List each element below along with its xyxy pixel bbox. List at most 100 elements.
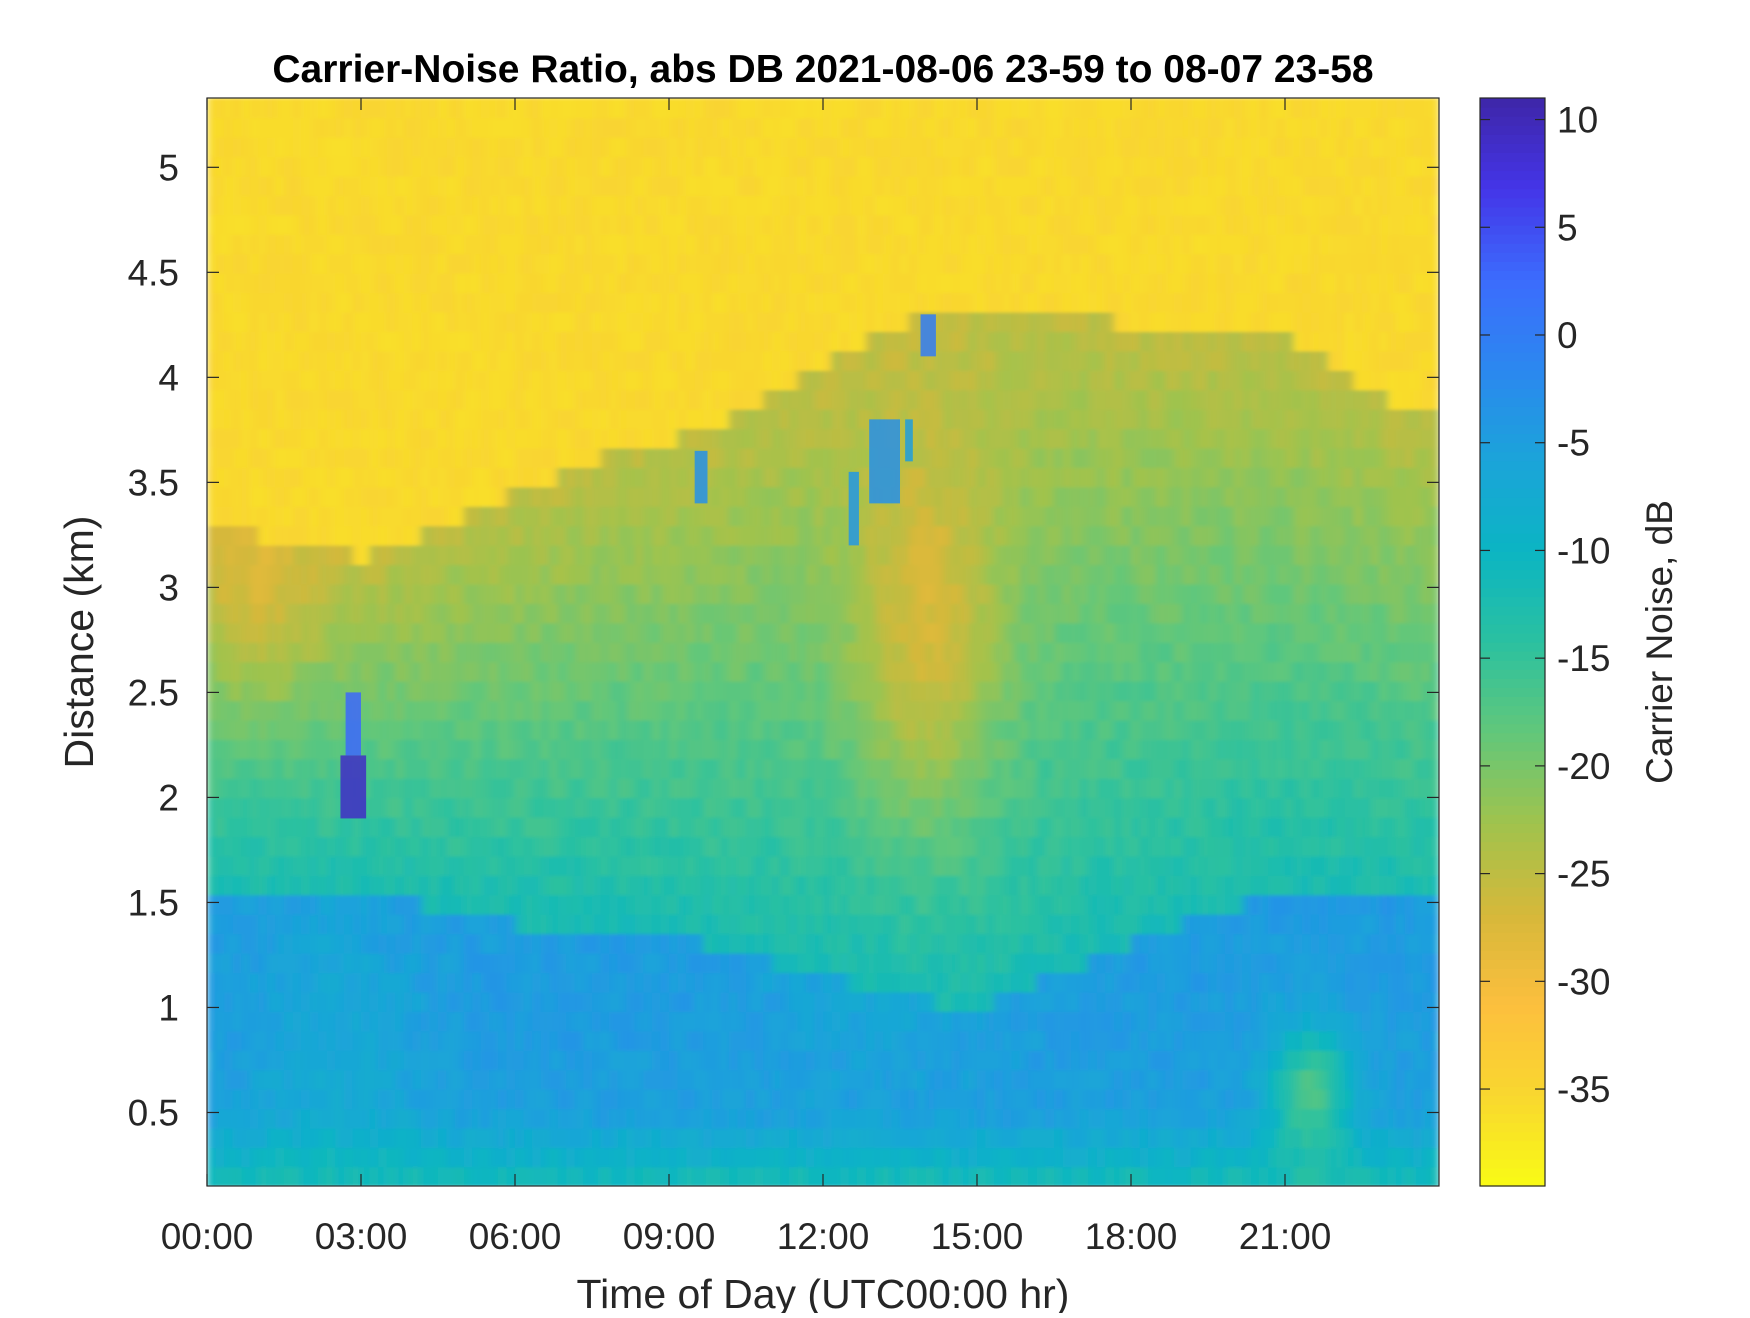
heatmap-cell: [369, 1011, 379, 1032]
heatmap-cell: [728, 680, 739, 702]
heatmap-cell: [292, 564, 302, 585]
heatmap-cell: [686, 816, 696, 838]
heatmap-cell: [934, 525, 944, 546]
heatmap-cell: [241, 525, 251, 546]
heatmap-cell: [823, 739, 833, 760]
heatmap-cell: [592, 583, 602, 604]
heatmap-cell: [720, 778, 730, 799]
heatmap-cell: [395, 1108, 405, 1129]
heatmap-cell: [301, 272, 311, 294]
heatmap-cell: [942, 234, 953, 255]
heatmap-cell: [258, 272, 268, 294]
heatmap-cell: [207, 836, 217, 857]
heatmap-cell: [506, 506, 516, 527]
heatmap-cell: [840, 661, 850, 682]
heatmap-cell: [292, 447, 302, 468]
heatmap-cell: [549, 1108, 559, 1129]
heatmap-cell: [609, 991, 619, 1012]
heatmap-cell: [617, 389, 628, 410]
heatmap-cell: [942, 894, 953, 915]
heatmap-cell: [737, 680, 747, 702]
heatmap-cell: [207, 583, 217, 604]
heatmap-cell: [686, 1127, 696, 1148]
heatmap-cell: [643, 195, 653, 216]
heatmap-cell: [309, 136, 320, 158]
heatmap-cell: [874, 583, 884, 604]
heatmap-cell: [446, 933, 456, 954]
heatmap-cell: [925, 272, 936, 294]
heatmap-cell: [301, 894, 311, 915]
heatmap-cell: [506, 564, 516, 585]
heatmap-cell: [848, 331, 859, 352]
heatmap-cell: [831, 156, 841, 177]
heatmap-cell: [831, 1127, 841, 1148]
heatmap-cell: [343, 914, 354, 935]
heatmap-cell: [557, 680, 568, 702]
heatmap-cell: [232, 195, 243, 216]
heatmap-cell: [335, 1088, 345, 1110]
heatmap-cell: [660, 855, 670, 876]
heatmap-cell: [592, 467, 602, 488]
heatmap-cell: [523, 467, 533, 488]
heatmap-cell: [617, 797, 628, 818]
heatmap-cell: [609, 914, 619, 935]
heatmap-cell: [266, 933, 277, 954]
heatmap-cell: [309, 778, 320, 799]
heatmap-cell: [857, 875, 867, 896]
heatmap-cell: [737, 486, 747, 507]
heatmap-cell: [335, 797, 345, 818]
heatmap-cell: [728, 622, 739, 643]
heatmap-cell: [540, 350, 551, 371]
heatmap-cell: [446, 175, 456, 196]
heatmap-cell: [874, 855, 884, 876]
heatmap-cell: [669, 914, 679, 935]
heatmap-cell: [566, 603, 576, 624]
heatmap-cell: [814, 544, 824, 566]
heatmap-cell: [865, 253, 876, 274]
heatmap-cell: [583, 1147, 593, 1168]
heatmap-cell: [489, 234, 499, 255]
heatmap-cell: [891, 933, 901, 954]
heatmap-cell: [455, 428, 465, 449]
heatmap-cell: [874, 875, 884, 896]
heatmap-cell: [403, 408, 414, 430]
heatmap-cell: [523, 778, 533, 799]
heatmap-cell: [848, 1088, 859, 1110]
heatmap-cell: [258, 603, 268, 624]
heatmap-cell: [369, 272, 379, 294]
heatmap-cell: [626, 855, 636, 876]
heatmap-cell: [882, 1050, 893, 1071]
heatmap-cell: [574, 311, 585, 332]
heatmap-cell: [882, 603, 893, 624]
heatmap-cell: [438, 253, 448, 274]
heatmap-cell: [472, 447, 482, 468]
heatmap-cell: [848, 739, 859, 760]
heatmap-cell: [395, 700, 405, 721]
heatmap-cell: [489, 739, 499, 760]
heatmap-cell: [343, 583, 354, 604]
heatmap-cell: [823, 894, 833, 915]
heatmap-cell: [763, 661, 773, 682]
heatmap-cell: [925, 680, 936, 702]
heatmap-cell: [609, 525, 619, 546]
heatmap-cell: [882, 253, 893, 274]
heatmap-cell: [215, 525, 225, 546]
heatmap-cell: [403, 1050, 414, 1071]
heatmap-cell: [557, 700, 568, 721]
heatmap-cell: [258, 758, 268, 779]
heatmap-cell: [292, 195, 302, 216]
heatmap-cell: [574, 914, 585, 935]
heatmap-cell: [797, 234, 807, 255]
heatmap-cell: [378, 331, 388, 352]
heatmap-cell: [515, 719, 525, 740]
heatmap-cell: [746, 894, 756, 915]
heatmap-cell: [737, 1088, 747, 1110]
heatmap-cell: [532, 195, 542, 216]
heatmap-cell: [378, 253, 388, 274]
heatmap-cell: [480, 544, 491, 566]
heatmap-cell: [754, 525, 764, 546]
heatmap-cell: [600, 797, 610, 818]
heatmap-cell: [292, 175, 302, 196]
heatmap-cell: [805, 331, 816, 352]
heatmap-cell: [694, 350, 705, 371]
